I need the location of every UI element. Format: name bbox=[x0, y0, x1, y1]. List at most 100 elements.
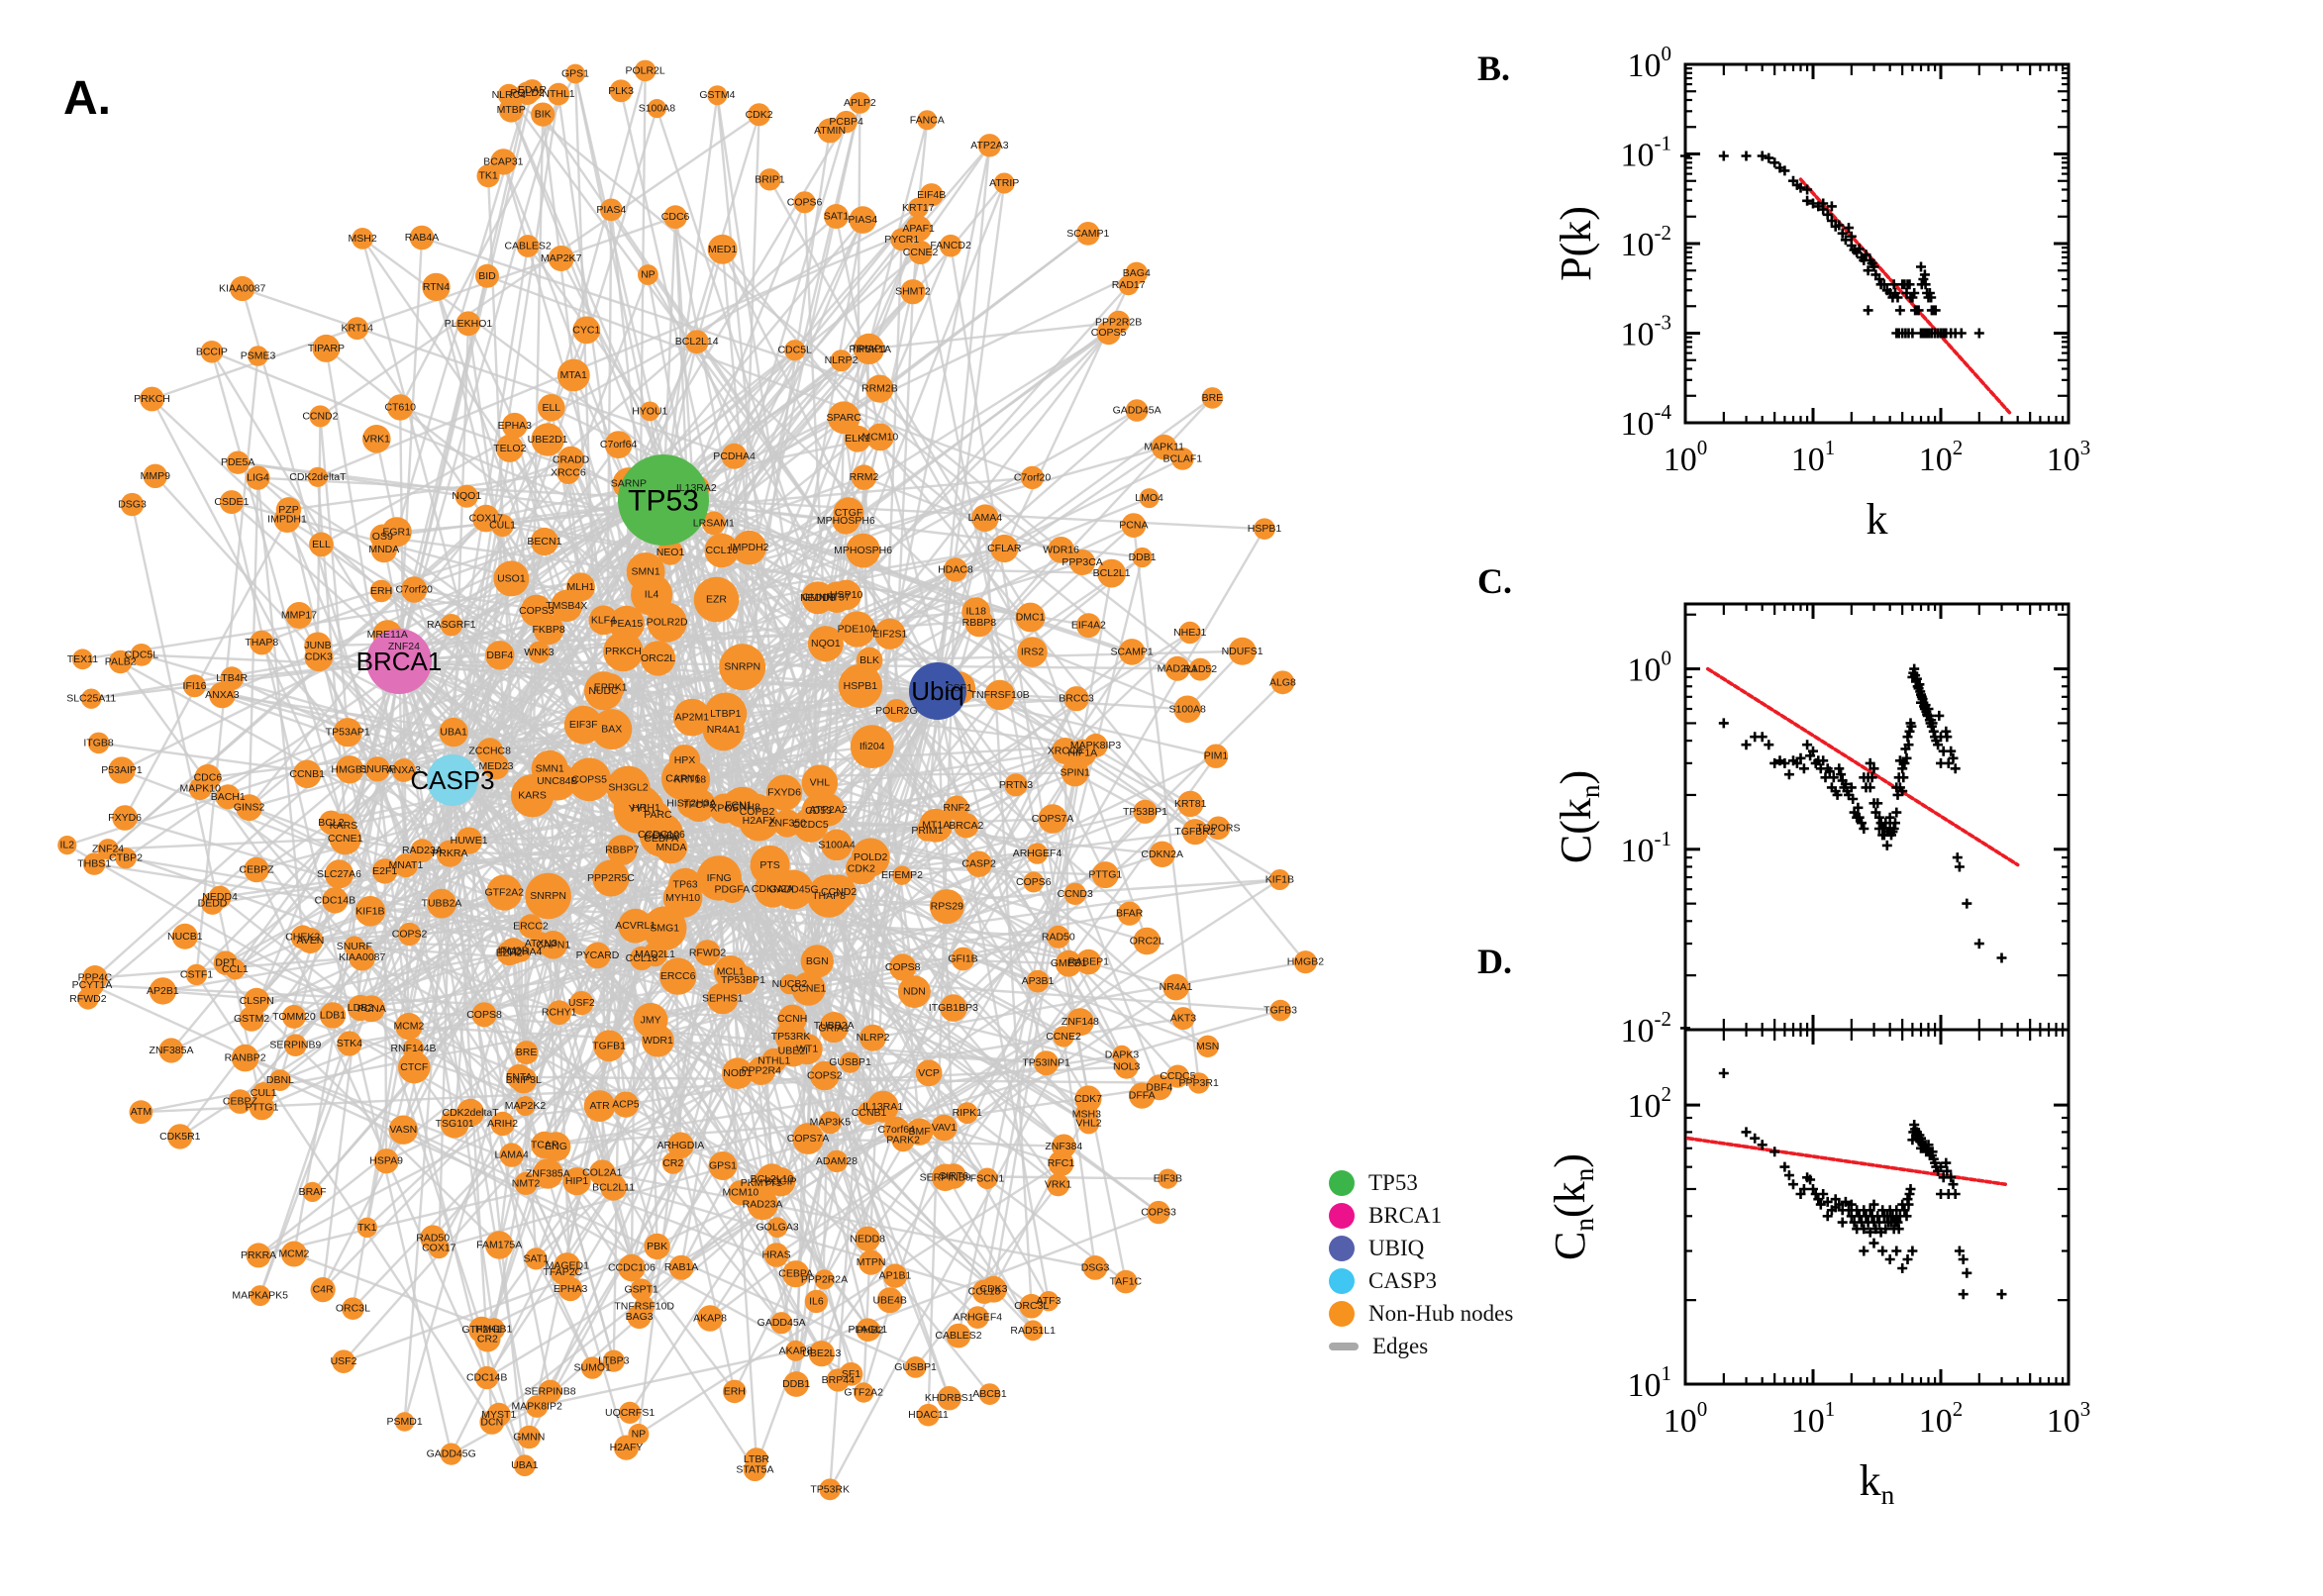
svg-text:BAG3: BAG3 bbox=[626, 1311, 654, 1323]
svg-text:PCNA: PCNA bbox=[357, 1003, 386, 1015]
svg-text:RPS29: RPS29 bbox=[931, 901, 963, 913]
svg-text:PIAS4: PIAS4 bbox=[596, 204, 626, 216]
svg-text:ATP2A3: ATP2A3 bbox=[970, 140, 1008, 151]
svg-text:BCCIP: BCCIP bbox=[196, 346, 228, 357]
svg-text:MT1A: MT1A bbox=[922, 820, 950, 832]
svg-text:DBF4: DBF4 bbox=[486, 649, 513, 661]
svg-text:PPP3R1: PPP3R1 bbox=[1179, 1077, 1219, 1089]
svg-text:COPS2: COPS2 bbox=[807, 1070, 843, 1082]
svg-text:APAF1: APAF1 bbox=[902, 223, 935, 235]
svg-text:HDAC11: HDAC11 bbox=[908, 1409, 949, 1421]
hub-label-tp53: TP53 bbox=[628, 485, 699, 518]
hub-label-ubiq: Ubiq bbox=[911, 676, 963, 706]
svg-text:BCL2: BCL2 bbox=[318, 817, 344, 829]
svg-text:NQO1: NQO1 bbox=[452, 490, 481, 502]
svg-text:KIAA0087: KIAA0087 bbox=[219, 283, 265, 295]
svg-text:TP53RK: TP53RK bbox=[771, 1031, 811, 1043]
svg-text:CCND3: CCND3 bbox=[644, 830, 679, 842]
svg-text:CHEK2: CHEK2 bbox=[285, 932, 320, 944]
svg-text:TP53BP1: TP53BP1 bbox=[721, 974, 765, 986]
svg-text:POLR2G: POLR2G bbox=[875, 705, 918, 717]
y-axis-label: C(kn) bbox=[1552, 770, 1605, 863]
svg-text:VRK1: VRK1 bbox=[1045, 1179, 1072, 1191]
svg-text:WDR16: WDR16 bbox=[1043, 544, 1079, 555]
svg-text:KARS: KARS bbox=[330, 820, 358, 832]
svg-text:ORC2L: ORC2L bbox=[1130, 936, 1164, 948]
svg-text:CCNB1: CCNB1 bbox=[852, 1107, 887, 1119]
svg-text:CDK5R1: CDK5R1 bbox=[159, 1131, 201, 1143]
svg-text:ACP5: ACP5 bbox=[612, 1099, 640, 1111]
svg-text:MCM10: MCM10 bbox=[723, 1187, 759, 1199]
svg-text:BRIP1: BRIP1 bbox=[755, 173, 785, 185]
svg-text:TSG101: TSG101 bbox=[436, 1118, 474, 1130]
svg-text:USF2: USF2 bbox=[568, 997, 595, 1009]
svg-text:BCAP31: BCAP31 bbox=[483, 155, 523, 167]
svg-text:PIP5K1A: PIP5K1A bbox=[849, 344, 891, 355]
svg-text:SERPINB9: SERPINB9 bbox=[920, 1171, 971, 1183]
svg-text:MAPK8IP3: MAPK8IP3 bbox=[1070, 740, 1122, 751]
svg-text:C7orf64: C7orf64 bbox=[878, 1124, 916, 1136]
svg-text:CCND2: CCND2 bbox=[302, 410, 338, 422]
svg-text:MNDA: MNDA bbox=[368, 544, 399, 555]
svg-text:MAD2L1: MAD2L1 bbox=[1158, 662, 1198, 674]
hub-brca1 bbox=[366, 629, 432, 694]
svg-text:SMG1: SMG1 bbox=[650, 923, 679, 935]
svg-text:BCLAF1: BCLAF1 bbox=[1162, 452, 1202, 464]
svg-text:MAP2K2: MAP2K2 bbox=[505, 1100, 547, 1112]
svg-text:COPS7A: COPS7A bbox=[1032, 813, 1074, 825]
svg-text:AKAP8: AKAP8 bbox=[693, 1313, 727, 1325]
svg-text:IFNG: IFNG bbox=[707, 872, 732, 884]
svg-text:PRKCH: PRKCH bbox=[605, 646, 642, 657]
svg-text:AP2B1: AP2B1 bbox=[147, 985, 179, 997]
svg-text:RAD51L1: RAD51L1 bbox=[1010, 1325, 1056, 1337]
svg-text:ARHGEF4: ARHGEF4 bbox=[1013, 848, 1062, 859]
svg-text:CDK2deltaT: CDK2deltaT bbox=[289, 471, 347, 483]
svg-text:LTBP3: LTBP3 bbox=[598, 1355, 629, 1367]
x-axis-label: k bbox=[1867, 495, 1888, 544]
svg-text:CDK3: CDK3 bbox=[979, 1283, 1007, 1295]
svg-text:CCL18: CCL18 bbox=[968, 1286, 1001, 1298]
svg-text:MCL1: MCL1 bbox=[717, 966, 745, 978]
svg-text:ITGB8: ITGB8 bbox=[83, 737, 114, 748]
svg-text:EZH2: EZH2 bbox=[496, 948, 523, 959]
svg-text:DFFA: DFFA bbox=[1129, 1090, 1156, 1102]
svg-text:CRADD: CRADD bbox=[553, 453, 590, 465]
svg-text:COX17: COX17 bbox=[469, 513, 504, 525]
svg-text:CEBPA: CEBPA bbox=[778, 1268, 813, 1280]
svg-text:PCBP4: PCBP4 bbox=[829, 116, 863, 128]
svg-text:TFCP2: TFCP2 bbox=[682, 799, 715, 811]
svg-text:H2AFX: H2AFX bbox=[743, 815, 776, 827]
svg-text:GINS2: GINS2 bbox=[234, 802, 265, 814]
svg-text:SNRPN: SNRPN bbox=[530, 890, 566, 902]
svg-text:ABCB1: ABCB1 bbox=[972, 1388, 1007, 1400]
svg-text:ORC3L: ORC3L bbox=[336, 1303, 370, 1315]
svg-text:RBBP8: RBBP8 bbox=[962, 617, 997, 629]
axis-tick-label: 102 bbox=[1628, 1082, 1672, 1125]
svg-text:DDB1: DDB1 bbox=[782, 1378, 810, 1390]
svg-text:UBE4B: UBE4B bbox=[872, 1294, 906, 1306]
svg-text:BCL2L10: BCL2L10 bbox=[751, 1173, 794, 1185]
plot-frame bbox=[1683, 62, 2070, 425]
x-axis-label: kn bbox=[1860, 1456, 1895, 1510]
svg-text:SF1: SF1 bbox=[842, 1368, 860, 1380]
network-hub-nodes bbox=[366, 454, 966, 806]
svg-text:ERCC2: ERCC2 bbox=[513, 920, 549, 932]
svg-text:CDC5L: CDC5L bbox=[125, 648, 159, 660]
svg-text:POLR2D: POLR2D bbox=[647, 617, 688, 629]
svg-text:HIP1: HIP1 bbox=[565, 1175, 589, 1187]
svg-text:LAMA4: LAMA4 bbox=[494, 1149, 529, 1161]
svg-text:SEPHS1: SEPHS1 bbox=[702, 992, 744, 1004]
svg-text:UBA1: UBA1 bbox=[440, 727, 467, 739]
svg-text:VHL2: VHL2 bbox=[1075, 1118, 1101, 1130]
svg-text:COPS7A: COPS7A bbox=[787, 1133, 830, 1145]
svg-text:CAPN1: CAPN1 bbox=[536, 939, 570, 950]
svg-text:DAPK3: DAPK3 bbox=[1105, 1049, 1140, 1061]
svg-text:PARK2: PARK2 bbox=[886, 1135, 920, 1147]
svg-text:POLR2L: POLR2L bbox=[625, 64, 664, 76]
svg-text:NEDD8: NEDD8 bbox=[800, 592, 836, 604]
svg-text:BNIP3L: BNIP3L bbox=[506, 1074, 542, 1086]
svg-text:BIK: BIK bbox=[535, 109, 552, 121]
svg-text:GSPT1: GSPT1 bbox=[624, 1284, 658, 1296]
svg-text:CCDC106: CCDC106 bbox=[638, 829, 685, 841]
network-node-labels: TP53RK KIAA0087 THAP8 CDC14B DSG3 NTHL1 CEBPZ V… bbox=[59, 64, 1324, 1495]
